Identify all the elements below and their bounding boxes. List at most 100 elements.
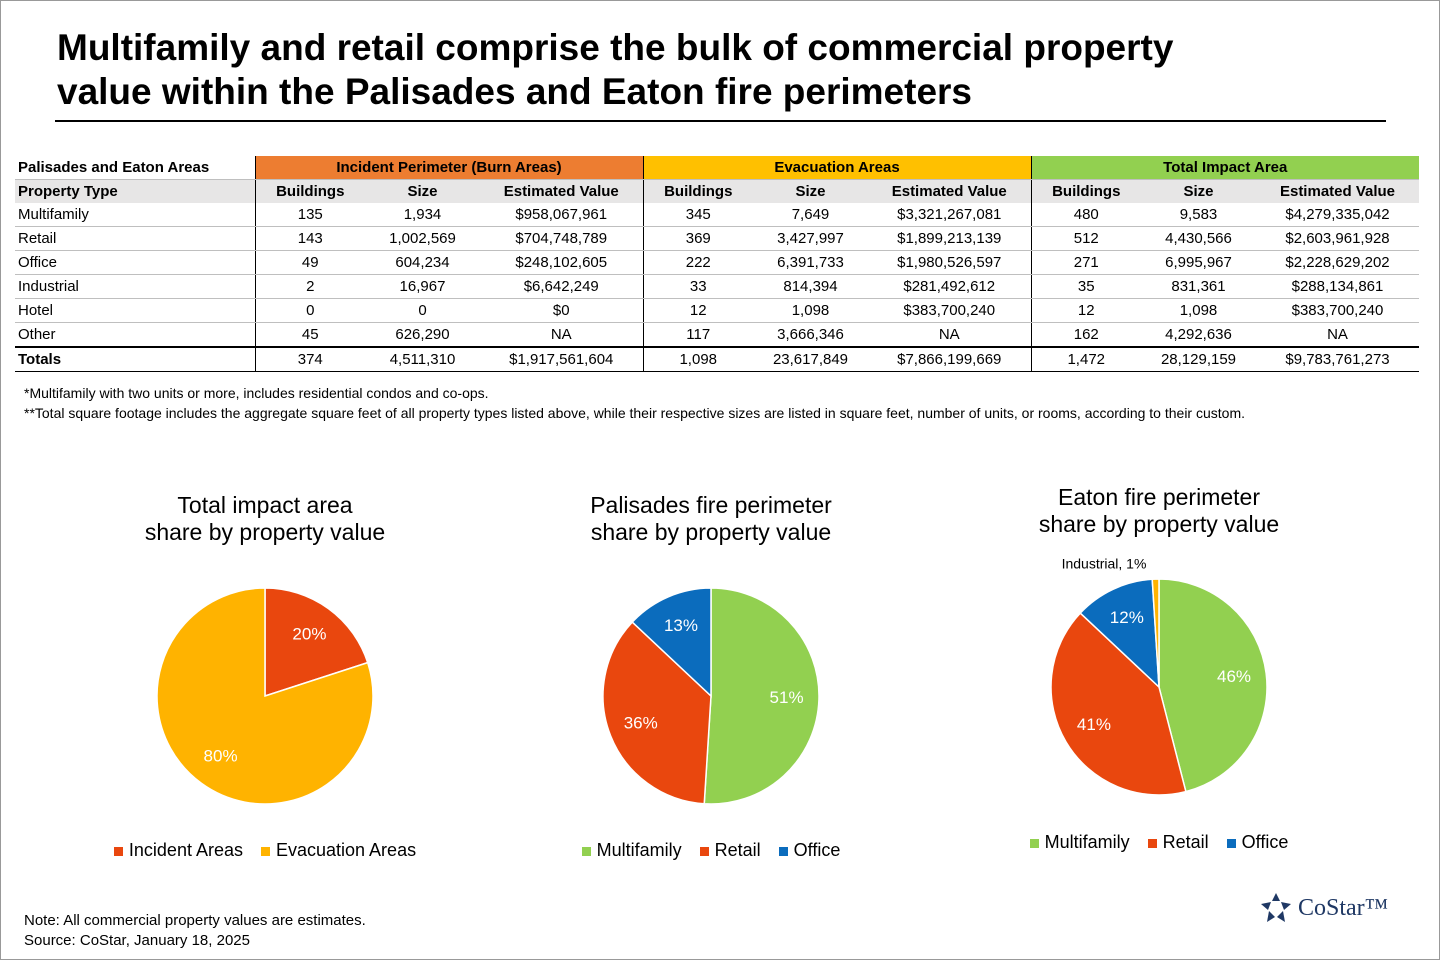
legend-item: Multifamily (1029, 832, 1130, 853)
cell: $1,899,213,139 (868, 226, 1031, 251)
cell: $383,700,240 (868, 298, 1031, 323)
slice-label: 36% (624, 713, 658, 732)
column-header: Estimated Value (1256, 179, 1419, 203)
legend-label: Retail (714, 840, 761, 860)
logo-icon (1261, 893, 1291, 922)
slice-label: Industrial, 1% (1062, 556, 1147, 572)
cell: 512 (1030, 226, 1141, 251)
cell: 2 (254, 274, 365, 299)
footnote: *Multifamily with two units or more, inc… (24, 385, 489, 401)
slice-label: 13% (664, 616, 698, 635)
cell: $1,980,526,597 (868, 250, 1031, 275)
slice-label: 20% (292, 624, 326, 643)
row-label: Retail (15, 226, 255, 251)
legend-label: Evacuation Areas (275, 840, 417, 860)
cell: 49 (254, 250, 365, 275)
source: Source: CoStar, January 18, 2025 (24, 932, 250, 949)
column-header: Size (753, 179, 868, 203)
cell: $288,134,861 (1256, 274, 1419, 299)
slice-label: 80% (204, 747, 238, 766)
legend-label: Multifamily (1044, 832, 1130, 852)
cell: 626,290 (365, 322, 480, 348)
pie-slice (602, 621, 712, 805)
cell: 831,361 (1141, 274, 1256, 299)
cell: NA (480, 322, 643, 348)
footnote: **Total square footage includes the aggr… (24, 405, 1245, 421)
cell: 4,430,566 (1141, 226, 1256, 251)
cell: 4,292,636 (1141, 322, 1256, 348)
cell: 135 (254, 203, 365, 227)
header-row: Property Type Buildings Size Estimated Valu… (15, 179, 1419, 203)
cell: 1,098 (1141, 298, 1256, 323)
legend-label: Multifamily (596, 840, 682, 860)
legend-label: Office (1241, 832, 1289, 852)
cell: NA (1256, 322, 1419, 348)
pie-slice (703, 587, 820, 805)
cell: $2,603,961,928 (1256, 226, 1419, 251)
legend-swatch (1147, 839, 1157, 848)
cell: 1,098 (753, 298, 868, 323)
column-header: Estimated Value (868, 179, 1031, 203)
group-header: Total Impact Area (1030, 156, 1419, 180)
cell: 1,472 (1030, 346, 1141, 372)
cell: $704,748,789 (480, 226, 643, 251)
cell: 12 (642, 298, 753, 323)
cell: 3,666,346 (753, 322, 868, 348)
legend-label: Retail (1162, 832, 1209, 852)
header-row: Palisades and Eaton Areas Incident Perime… (15, 156, 1419, 180)
table-row: Office 49 604,234 $248,102,605 222 6,391,733 $… (15, 250, 1419, 275)
legend-label: Incident Areas (128, 840, 243, 860)
title-rule (55, 120, 1386, 122)
pie-slice (1079, 578, 1160, 689)
cell: 1,934 (365, 203, 480, 227)
data-table: Palisades and Eaton Areas Incident Perime… (15, 156, 1419, 372)
column-header: Buildings (254, 179, 365, 203)
cell: 117 (642, 322, 753, 348)
cell: 814,394 (753, 274, 868, 299)
cell: 374 (254, 346, 365, 372)
cell: $4,279,335,042 (1256, 203, 1419, 227)
cell: 480 (1030, 203, 1141, 227)
cell: $7,866,199,669 (868, 346, 1031, 372)
legend: Multifamily Retail Office (939, 832, 1379, 853)
column-header: Buildings (1030, 179, 1141, 203)
cell: 28,129,159 (1141, 346, 1256, 372)
cell: $281,492,612 (868, 274, 1031, 299)
cell: 1,002,569 (365, 226, 480, 251)
cell: 345 (642, 203, 753, 227)
cell: $248,102,605 (480, 250, 643, 275)
cell: 23,617,849 (753, 346, 868, 372)
legend-item: Retail (699, 840, 761, 861)
cell: 35 (1030, 274, 1141, 299)
cell: 0 (365, 298, 480, 323)
legend-swatch (1226, 839, 1236, 848)
column-header: Size (1141, 179, 1256, 203)
legend-swatch (581, 847, 591, 856)
cell: 6,391,733 (753, 250, 868, 275)
cell: 1,098 (642, 346, 753, 372)
cell: $0 (480, 298, 643, 323)
legend-item: Office (778, 840, 840, 861)
cell: 7,649 (753, 203, 868, 227)
group-header: Incident Perimeter (Burn Areas) (254, 156, 643, 180)
row-label: Industrial (15, 274, 255, 299)
row-label: Totals (15, 346, 255, 372)
row-label: Multifamily (15, 203, 255, 227)
cell: $6,642,249 (480, 274, 643, 299)
logo-text: CoStar™ (1298, 894, 1389, 921)
group-header: Evacuation Areas (642, 156, 1031, 180)
cell: $383,700,240 (1256, 298, 1419, 323)
cell: 9,583 (1141, 203, 1256, 227)
pie-chart: 51% 36% 13% (602, 587, 820, 805)
legend-swatch (260, 847, 270, 856)
legend: Multifamily Retail Office (491, 840, 931, 861)
table-row: Multifamily 135 1,934 $958,067,961 345 7,649 $… (15, 203, 1419, 227)
cell: 0 (254, 298, 365, 323)
pie-slice (156, 587, 374, 805)
totals-row: Totals 374 4,511,310 $1,917,561,604 1,098 23,… (15, 346, 1419, 372)
cell: 33 (642, 274, 753, 299)
cell: $9,783,761,273 (1256, 346, 1419, 372)
cell: 45 (254, 322, 365, 348)
pie-chart: 46% 41% 12% Industrial, 1% (1050, 556, 1268, 796)
